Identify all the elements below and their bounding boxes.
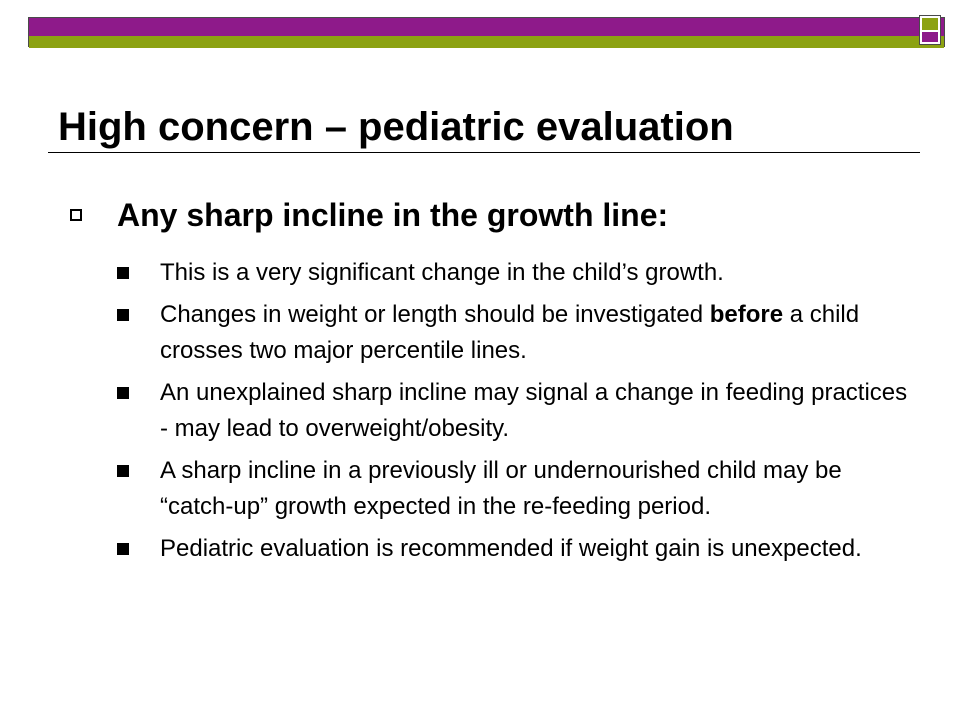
corner-decoration: [919, 15, 941, 45]
filled-square-bullet-icon: [117, 309, 129, 321]
filled-square-bullet-icon: [117, 387, 129, 399]
main-bullet-text: Any sharp incline in the growth line:: [117, 197, 669, 233]
corner-purple-square: [922, 32, 938, 42]
slide-title: High concern – pediatric evaluation: [58, 105, 734, 149]
sub-bullet-list: This is a very significant change in the…: [117, 255, 917, 573]
purple-band: [29, 18, 944, 36]
sub-bullet-text: A sharp incline in a previously ill or u…: [160, 457, 842, 520]
filled-square-bullet-icon: [117, 267, 129, 279]
corner-olive-square: [922, 18, 938, 30]
sub-bullet-text-part: Changes in weight or length should be in…: [160, 301, 710, 328]
top-decorative-bar: [28, 17, 945, 48]
sub-bullet-text: An unexplained sharp incline may signal …: [160, 379, 908, 442]
sub-bullet-item: Pediatric evaluation is recommended if w…: [117, 531, 917, 567]
sub-bullet-text-part: a child crosses two major percentile lin…: [160, 301, 860, 364]
sub-bullet-text: Changes in weight or length should be in…: [160, 301, 859, 364]
olive-band: [29, 36, 944, 48]
filled-square-bullet-icon: [117, 543, 129, 555]
emphasized-word: before: [709, 301, 784, 328]
sub-bullet-item: This is a very significant change in the…: [117, 255, 917, 291]
filled-square-bullet-icon: [117, 465, 129, 477]
hollow-square-bullet-icon: [70, 209, 82, 221]
sub-bullet-item: A sharp incline in a previously ill or u…: [117, 453, 917, 525]
title-underline: [48, 152, 920, 153]
sub-bullet-item: An unexplained sharp incline may signal …: [117, 375, 917, 447]
sub-bullet-text: This is a very significant change in the…: [160, 259, 724, 286]
sub-bullet-text: Pediatric evaluation is recommended if w…: [160, 535, 862, 562]
sub-bullet-item: Changes in weight or length should be in…: [117, 297, 917, 369]
